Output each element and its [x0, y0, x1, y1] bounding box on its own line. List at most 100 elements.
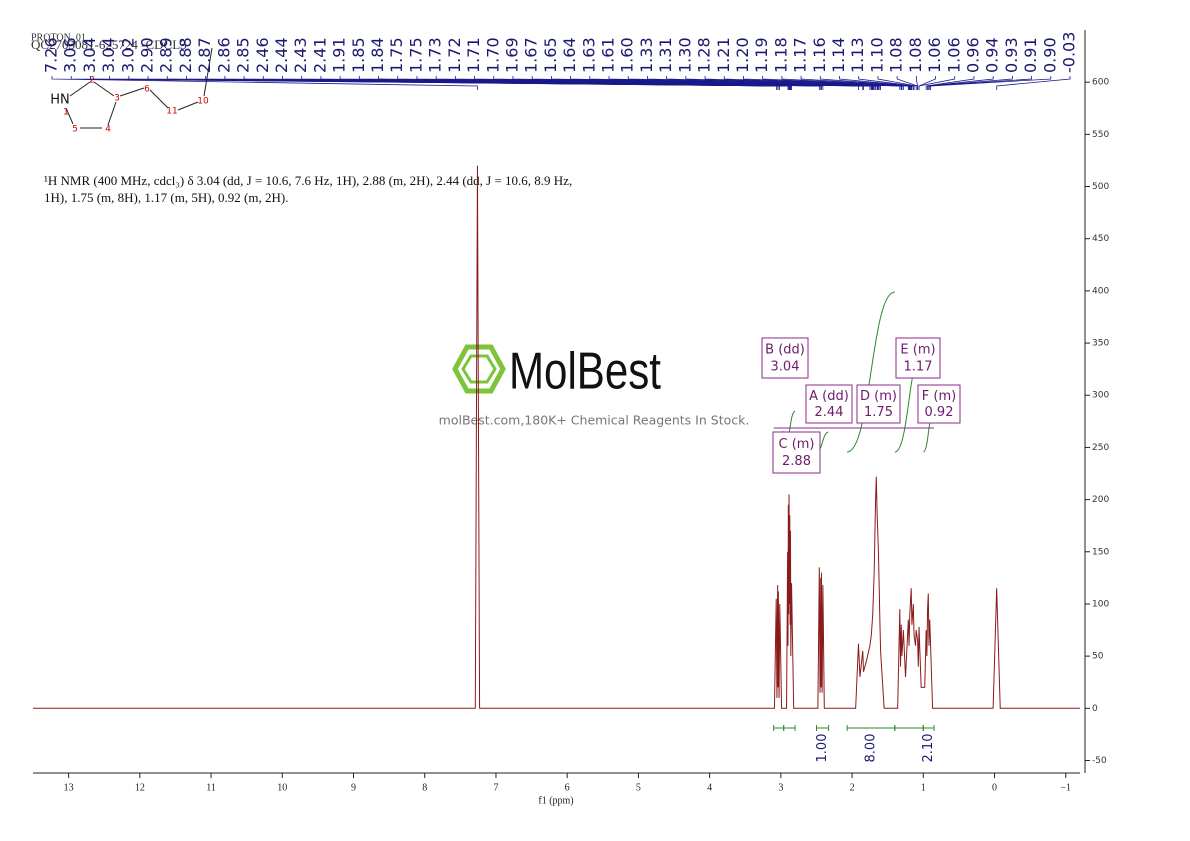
y-tick-label: 350: [1092, 339, 1109, 349]
peak-marker: [996, 76, 1071, 90]
peak-marker: [627, 76, 881, 90]
x-tick-label: 10: [277, 782, 287, 793]
multiplet-box: [917, 384, 961, 424]
peak-marker: [929, 76, 1032, 90]
peak-label: 2.90: [138, 37, 157, 73]
peak-marker: [743, 76, 910, 90]
peak-label: 1.17: [791, 37, 810, 73]
peak-label: 2.43: [291, 37, 310, 73]
x-tick-label: 7: [493, 782, 498, 793]
y-tick-label: 500: [1092, 182, 1109, 192]
peak-marker: [800, 76, 912, 90]
peak-label: 1.08: [887, 37, 906, 73]
peak-label: 1.13: [848, 37, 867, 73]
y-tick-label: -50: [1092, 756, 1107, 766]
peak-marker: [839, 76, 914, 90]
peak-label: 1.18: [771, 37, 790, 73]
peak-label: 1.91: [330, 37, 349, 73]
x-tick-label: 2: [850, 782, 855, 793]
y-tick-label: 50: [1092, 652, 1104, 662]
peak-label: 1.64: [560, 37, 579, 73]
peak-marker: [927, 76, 994, 90]
peak-label: 1.06: [925, 37, 944, 73]
peak-label: 1.33: [637, 37, 656, 73]
peak-marker: [51, 76, 478, 90]
peak-label: 1.21: [714, 37, 733, 73]
atom-label: 11: [166, 107, 177, 117]
peak-marker: [762, 76, 911, 90]
multiplet-box: [856, 384, 901, 424]
x-tick-label: 4: [707, 782, 712, 793]
peak-label: 2.41: [310, 37, 329, 73]
x-tick-label: 11: [206, 782, 216, 793]
peak-marker: [930, 76, 1052, 90]
peak-label: 1.73: [426, 37, 445, 73]
y-tick-label: 400: [1092, 286, 1109, 296]
x-tick-label: 6: [565, 782, 570, 793]
atom-label: 2: [89, 76, 95, 86]
x-tick-label: −1: [1060, 782, 1071, 793]
y-tick-label: 200: [1092, 495, 1109, 505]
peak-label: 1.75: [387, 37, 406, 73]
watermark-tagline: molBest.com,180K+ Chemical Reagents In S…: [439, 413, 750, 428]
peak-marker: [819, 76, 913, 90]
peak-label: 1.60: [618, 37, 637, 73]
multiplet-shift: 3.04: [771, 359, 800, 374]
description: 1H), 1.75 (m, 8H), 1.17 (m, 5H), 0.92 (m…: [44, 190, 288, 205]
peak-label: 2.88: [176, 37, 195, 73]
integration-label: 1.00: [815, 734, 830, 763]
peak-label: 1.75: [406, 37, 425, 73]
peak-label: 1.69: [502, 37, 521, 73]
multiplet-shift: 1.75: [864, 405, 893, 420]
peak-marker: [918, 76, 956, 90]
peak-label: 2.46: [253, 37, 272, 73]
peak-label: 3.06: [61, 37, 80, 73]
y-tick-label: 0: [1092, 704, 1098, 714]
multiplet-label: E (m): [900, 343, 935, 358]
peak-label: 1.14: [829, 37, 848, 73]
x-tick-label: 5: [636, 782, 641, 793]
multiplet-label: D (m): [860, 389, 897, 404]
peak-label: 2.44: [272, 37, 291, 73]
peak-label: 1.71: [464, 37, 483, 73]
peak-marker: [925, 76, 975, 90]
peak-label: 1.85: [349, 37, 368, 73]
integration-label: 8.00: [863, 734, 878, 763]
peak-label: 1.84: [368, 37, 387, 73]
atom-label: 1: [63, 108, 69, 118]
peak-label: 1.19: [752, 37, 771, 73]
peak-label: 2.89: [157, 37, 176, 73]
multiplet-shift: 0.92: [925, 405, 954, 420]
peak-label: 1.61: [599, 37, 618, 73]
peak-label: 2.87: [195, 37, 214, 73]
multiplet-shift: 1.17: [904, 359, 933, 374]
peak-marker: [723, 76, 909, 90]
x-tick-label: 0: [992, 782, 997, 793]
atom-label: HN: [50, 93, 70, 108]
atom-label: 10: [197, 97, 209, 107]
peak-label: 1.65: [541, 37, 560, 73]
peak-label: 1.28: [695, 37, 714, 73]
x-tick-label: 13: [64, 782, 74, 793]
x-tick-label: 1: [921, 782, 926, 793]
integral-curve: [846, 291, 895, 453]
multiplet-box: [772, 431, 821, 474]
watermark-brand: MolBest: [509, 343, 661, 401]
x-axis-label: f1 (ppm): [538, 795, 573, 806]
peak-label: 0.90: [1040, 37, 1059, 73]
y-tick-label: 600: [1092, 78, 1109, 88]
peak-label: 2.85: [234, 37, 253, 73]
y-tick-label: 250: [1092, 443, 1109, 453]
y-tick-label: 100: [1092, 599, 1109, 609]
peak-label: 3.04: [99, 37, 118, 73]
peak-label: 0.94: [983, 37, 1002, 73]
description: ¹H NMR (400 MHz, cdcl₃) δ 3.04 (dd, J = …: [44, 173, 572, 188]
peak-label: 0.93: [1002, 37, 1021, 73]
y-tick-label: 150: [1092, 547, 1109, 557]
peak-label: 1.70: [483, 37, 502, 73]
multiplet-label: A (dd): [809, 389, 849, 404]
peak-label: 1.31: [656, 37, 675, 73]
peak-label: 0.96: [963, 37, 982, 73]
